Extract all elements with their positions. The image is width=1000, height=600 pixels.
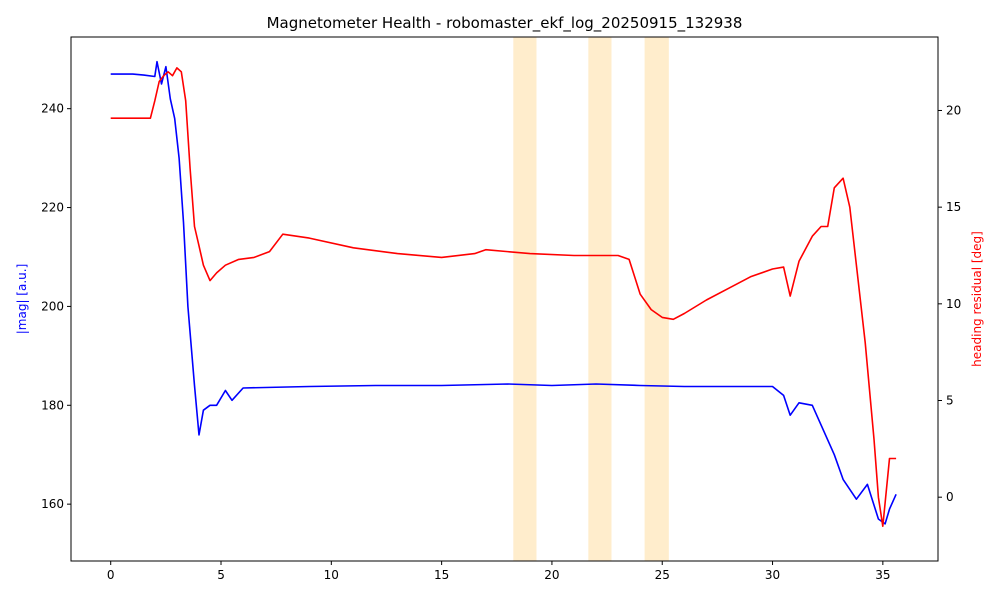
y-tick-label-right: 5 bbox=[946, 394, 954, 408]
y-axis-label-left: |mag| [a.u.] bbox=[15, 264, 29, 335]
highlight-spans bbox=[513, 37, 669, 561]
x-tick-label: 35 bbox=[875, 568, 890, 582]
highlight-span-2 bbox=[588, 37, 612, 561]
plot-frame bbox=[70, 36, 939, 562]
x-tick-label: 10 bbox=[324, 568, 339, 582]
y-tick-label-left: 180 bbox=[41, 398, 64, 412]
x-tick-label: 5 bbox=[217, 568, 225, 582]
y-tick-label-right: 10 bbox=[946, 297, 961, 311]
y-tick-label-left: 200 bbox=[41, 299, 64, 313]
y-tick-label-right: 15 bbox=[946, 200, 961, 214]
series-lines bbox=[110, 60, 897, 528]
x-tick-label: 15 bbox=[434, 568, 449, 582]
chart-title: Magnetometer Health - robomaster_ekf_log… bbox=[267, 14, 743, 33]
y-tick-label-left: 240 bbox=[41, 102, 64, 116]
x-tick-label: 25 bbox=[655, 568, 670, 582]
highlight-span-1 bbox=[513, 37, 537, 561]
y-tick-label-left: 220 bbox=[41, 201, 64, 215]
series-line-right bbox=[110, 67, 897, 528]
highlight-span-3 bbox=[644, 37, 669, 561]
x-tick-label: 30 bbox=[765, 568, 780, 582]
series-line-left bbox=[110, 60, 897, 525]
y-tick-label-left: 160 bbox=[41, 497, 64, 511]
axis-ticks: 0 5 10 15 20 25 30 35 160 180 200 220 240 0 5 10 15 20 bbox=[41, 102, 961, 582]
y-tick-label-right: 0 bbox=[946, 490, 954, 504]
y-tick-label-right: 20 bbox=[946, 103, 961, 117]
x-tick-label: 0 bbox=[107, 568, 115, 582]
x-tick-label: 20 bbox=[544, 568, 559, 582]
y-axis-label-right: heading residual [deg] bbox=[970, 231, 984, 367]
